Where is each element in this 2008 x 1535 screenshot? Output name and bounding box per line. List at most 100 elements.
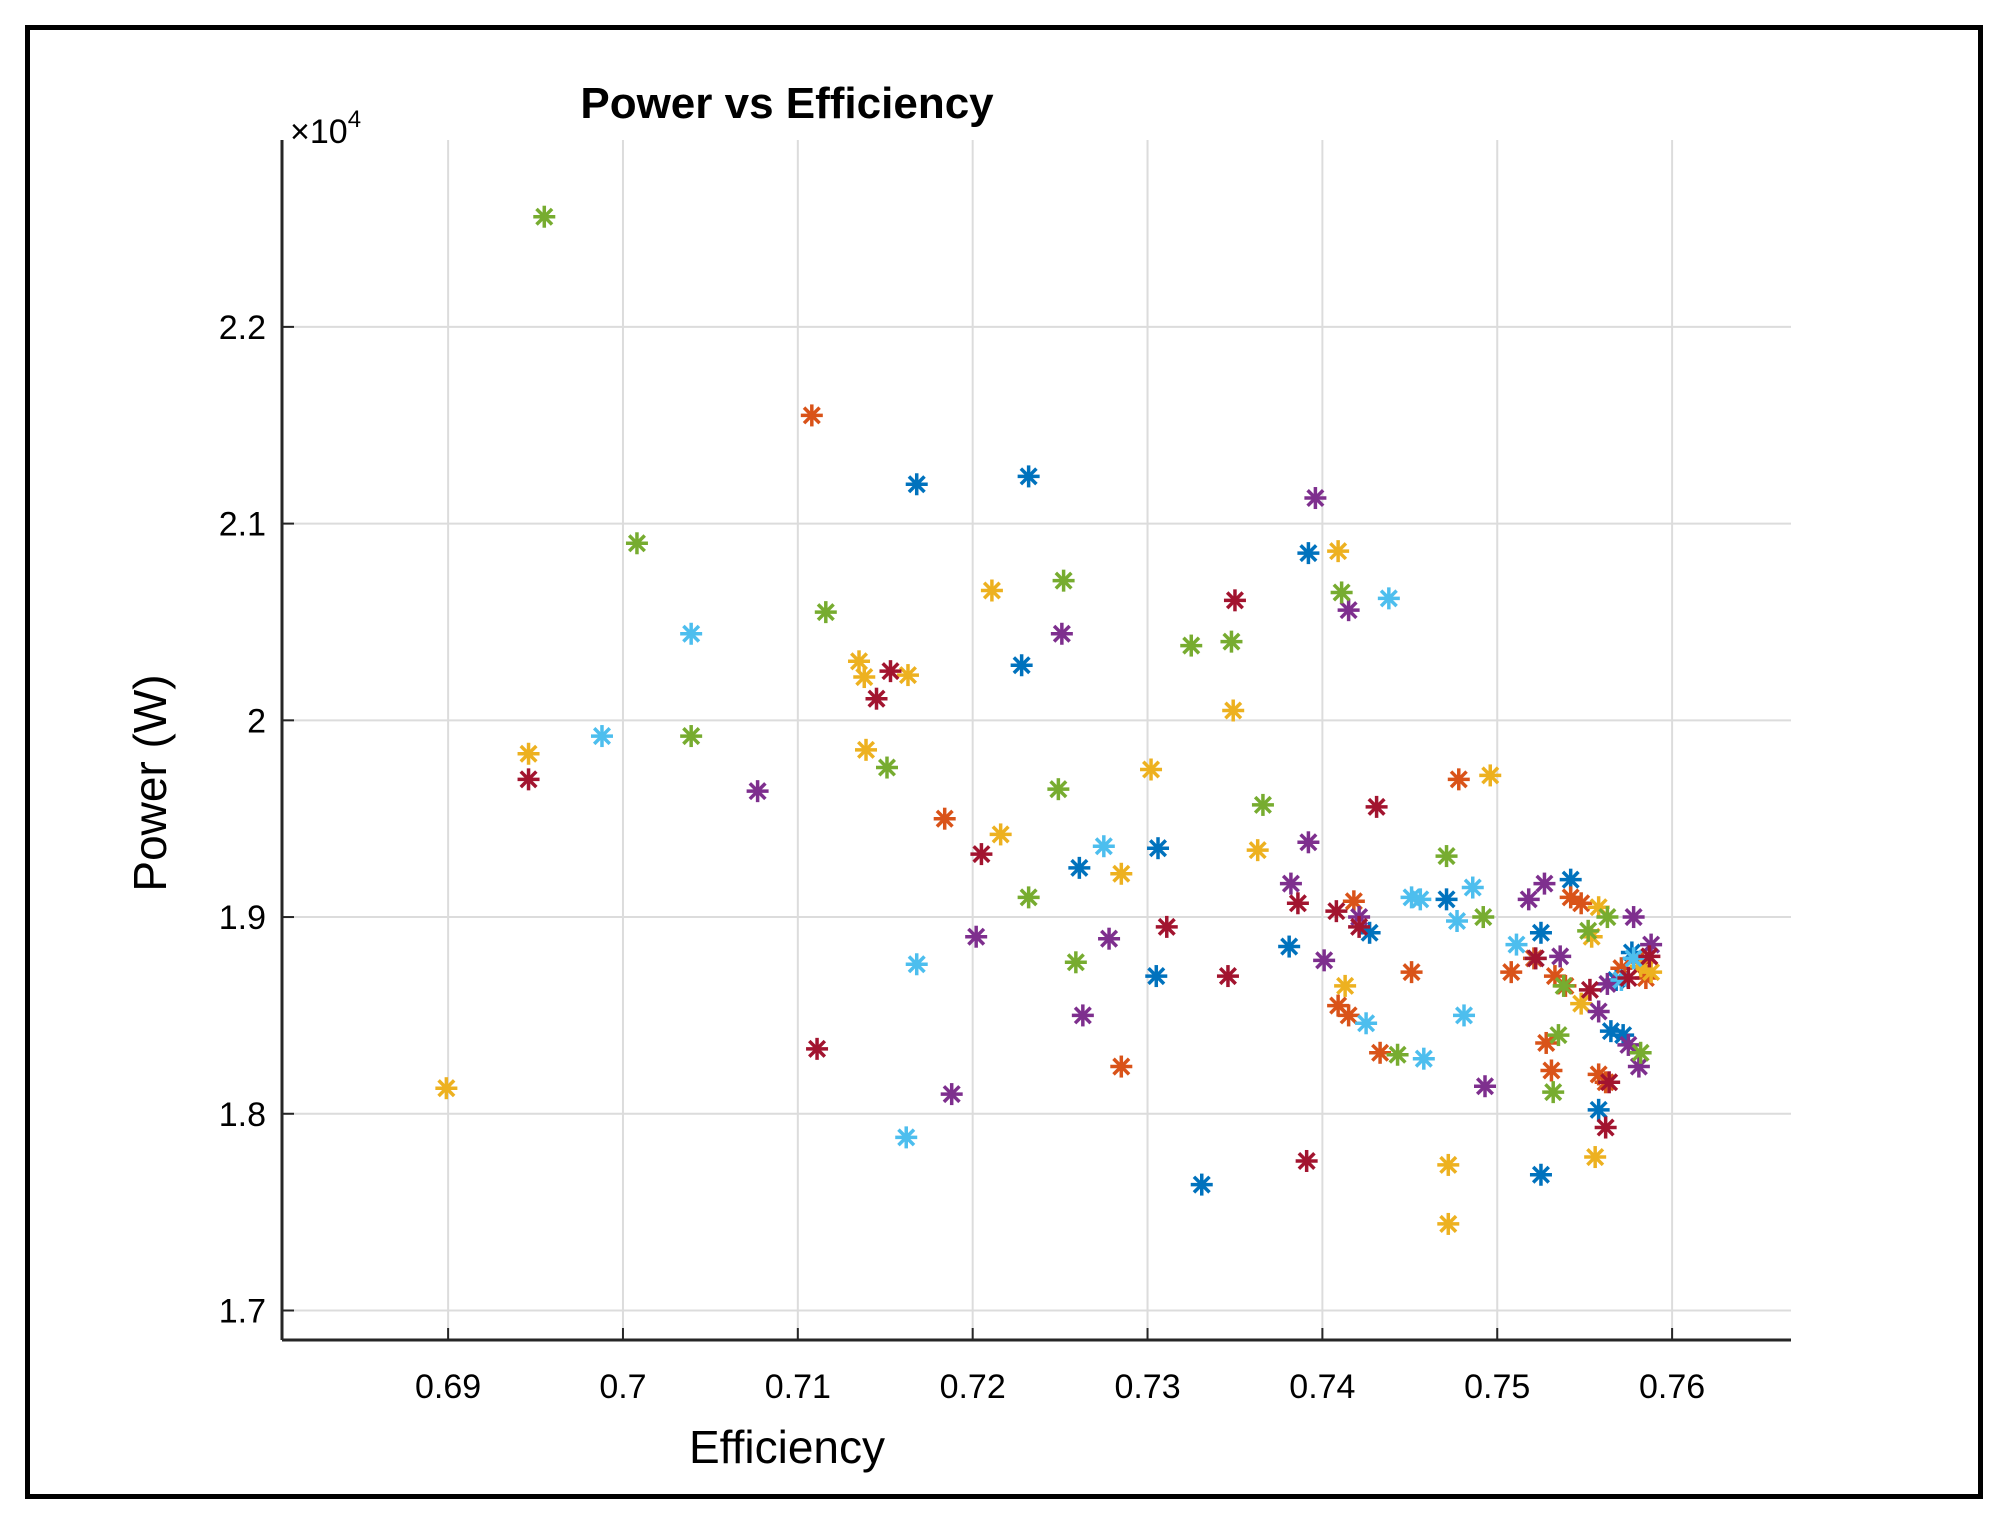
data-point	[680, 622, 703, 645]
x-tick-label: 0.75	[1464, 1368, 1530, 1406]
data-point	[848, 650, 871, 673]
data-point	[1474, 1075, 1497, 1098]
data-point	[746, 780, 769, 803]
data-point	[1505, 933, 1528, 956]
data-point	[1453, 1004, 1476, 1027]
data-point	[1529, 1163, 1552, 1186]
data-point	[1584, 1146, 1607, 1169]
x-tick-label: 0.69	[415, 1368, 481, 1406]
data-point	[1348, 915, 1371, 938]
data-point	[435, 1077, 458, 1100]
data-point	[1140, 758, 1163, 781]
chart-title: Power vs Efficiency	[580, 79, 994, 128]
data-point	[1547, 1024, 1570, 1047]
data-point	[905, 953, 928, 976]
data-point	[1570, 992, 1593, 1015]
data-point	[1598, 1071, 1621, 1094]
y-exponent-base: ×10	[290, 113, 348, 151]
data-point	[940, 1083, 963, 1106]
figure-frame: 0.69 0.7 0.71 0.72 0.73 0.74 0.75 0.76 1.7 1.8 1.9…	[25, 25, 1983, 1499]
data-point	[1017, 886, 1040, 909]
x-tick-label: 0.76	[1639, 1368, 1705, 1406]
data-point	[855, 738, 878, 761]
data-point	[1313, 949, 1336, 972]
data-point	[814, 601, 837, 624]
data-point	[1180, 634, 1203, 657]
data-point	[970, 843, 993, 866]
data-point	[1155, 915, 1178, 938]
data-point	[853, 666, 876, 689]
data-point	[1071, 1004, 1094, 1027]
data-point	[1542, 1081, 1565, 1104]
data-point	[1596, 972, 1619, 995]
data-point	[1446, 909, 1469, 932]
data-point	[1050, 622, 1073, 645]
data-point	[800, 404, 823, 427]
data-point	[1278, 935, 1301, 958]
data-point	[1529, 921, 1552, 944]
data-point	[806, 1037, 829, 1060]
data-point	[1594, 1116, 1617, 1139]
y-tick-label: 1.7	[219, 1292, 266, 1330]
data-point	[1447, 768, 1470, 791]
x-tick-label: 0.7	[599, 1368, 646, 1406]
data-point	[1629, 1041, 1652, 1064]
data-point	[1295, 1149, 1318, 1172]
data-point	[1064, 951, 1087, 974]
data-point	[1549, 945, 1572, 968]
chart-area: 0.69 0.7 0.71 0.72 0.73 0.74 0.75 0.76 1.7 1.8 1.9…	[124, 79, 1791, 1473]
data-point	[1110, 1055, 1133, 1078]
data-point	[1355, 1012, 1378, 1035]
axes	[280, 140, 1791, 1342]
data-point	[865, 687, 888, 710]
data-point	[1587, 1098, 1610, 1121]
data-point	[1596, 906, 1619, 929]
data-point	[1216, 965, 1239, 988]
data-point	[1304, 487, 1327, 510]
series-green	[533, 205, 1652, 1104]
y-exponent-power: 4	[348, 106, 361, 133]
data-point	[1286, 892, 1309, 915]
data-point	[533, 205, 556, 228]
y-axis-label: Power (W)	[124, 674, 176, 891]
data-point	[1435, 845, 1458, 868]
data-point	[1540, 1059, 1563, 1082]
y-tick-label: 2.2	[219, 309, 266, 347]
data-point	[1145, 965, 1168, 988]
data-point	[1325, 900, 1348, 923]
data-point	[1297, 542, 1320, 565]
data-point	[1577, 919, 1600, 942]
data-point	[875, 756, 898, 779]
data-point	[1017, 465, 1040, 488]
data-point	[1617, 967, 1640, 990]
data-point	[1110, 862, 1133, 885]
data-point	[1622, 906, 1645, 929]
data-point	[1337, 1004, 1360, 1027]
data-point	[1297, 831, 1320, 854]
data-point	[1472, 906, 1495, 929]
data-point	[980, 579, 1003, 602]
data-point	[1010, 654, 1033, 677]
data-point	[1342, 890, 1365, 913]
data-point	[1535, 1031, 1558, 1054]
x-tick-label: 0.74	[1289, 1368, 1355, 1406]
x-tick-label: 0.71	[765, 1368, 831, 1406]
data-point	[933, 807, 956, 830]
x-tick-label: 0.72	[940, 1368, 1006, 1406]
data-point	[989, 823, 1012, 846]
data-point	[1279, 872, 1302, 895]
data-point	[1524, 947, 1547, 970]
data-point	[1223, 589, 1246, 612]
data-point	[1435, 888, 1458, 911]
data-point	[1330, 581, 1353, 604]
data-point	[1068, 856, 1091, 879]
data-point	[879, 660, 902, 683]
y-tick-label: 2	[247, 702, 266, 740]
data-point	[1437, 1212, 1460, 1235]
data-point	[1479, 764, 1502, 787]
data-point	[1622, 947, 1645, 970]
series-purple	[746, 487, 1663, 1106]
data-point	[1461, 876, 1484, 899]
data-point	[1500, 961, 1523, 984]
data-point	[1386, 1043, 1409, 1066]
